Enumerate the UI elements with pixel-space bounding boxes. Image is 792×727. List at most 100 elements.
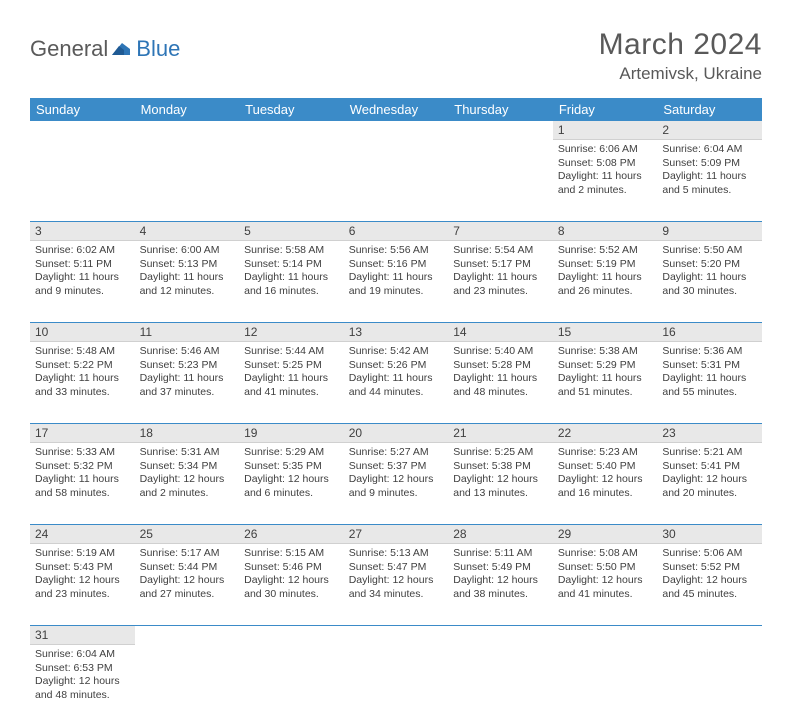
day-content-cell: Sunrise: 5:11 AMSunset: 5:49 PMDaylight:…: [448, 544, 553, 626]
day-number-cell: [448, 121, 553, 140]
sunset-line: Sunset: 5:44 PM: [140, 561, 235, 575]
sunset-line: Sunset: 5:37 PM: [349, 460, 444, 474]
day-content-cell: [657, 645, 762, 727]
sunrise-line: Sunrise: 6:00 AM: [140, 244, 235, 258]
sunset-line: Sunset: 5:50 PM: [558, 561, 653, 575]
day-content-cell: Sunrise: 5:13 AMSunset: 5:47 PMDaylight:…: [344, 544, 449, 626]
day-content-cell: Sunrise: 5:52 AMSunset: 5:19 PMDaylight:…: [553, 241, 658, 323]
content-row: Sunrise: 6:06 AMSunset: 5:08 PMDaylight:…: [30, 140, 762, 222]
day-number-cell: 6: [344, 222, 449, 241]
title-block: March 2024 Artemivsk, Ukraine: [599, 28, 762, 84]
day-number-cell: 5: [239, 222, 344, 241]
day-content-cell: [448, 140, 553, 222]
daylight-line: Daylight: 11 hours and 12 minutes.: [140, 271, 235, 298]
sunrise-line: Sunrise: 5:08 AM: [558, 547, 653, 561]
sunrise-line: Sunrise: 5:46 AM: [140, 345, 235, 359]
logo-text-part2: Blue: [136, 36, 180, 62]
sunrise-line: Sunrise: 5:50 AM: [662, 244, 757, 258]
daylight-line: Daylight: 11 hours and 19 minutes.: [349, 271, 444, 298]
sunrise-line: Sunrise: 5:38 AM: [558, 345, 653, 359]
day-content-cell: Sunrise: 5:36 AMSunset: 5:31 PMDaylight:…: [657, 342, 762, 424]
daylight-line: Daylight: 12 hours and 38 minutes.: [453, 574, 548, 601]
day-content-cell: Sunrise: 5:38 AMSunset: 5:29 PMDaylight:…: [553, 342, 658, 424]
day-number-cell: 4: [135, 222, 240, 241]
day-number-cell: 23: [657, 424, 762, 443]
sunset-line: Sunset: 5:13 PM: [140, 258, 235, 272]
flag-icon: [112, 41, 132, 57]
day-number-cell: 20: [344, 424, 449, 443]
sunset-line: Sunset: 5:40 PM: [558, 460, 653, 474]
day-content-cell: [448, 645, 553, 727]
day-number-cell: 18: [135, 424, 240, 443]
day-number-cell: 17: [30, 424, 135, 443]
day-content-cell: Sunrise: 5:17 AMSunset: 5:44 PMDaylight:…: [135, 544, 240, 626]
day-number-cell: 11: [135, 323, 240, 342]
day-header: Thursday: [448, 98, 553, 121]
day-content-cell: Sunrise: 5:33 AMSunset: 5:32 PMDaylight:…: [30, 443, 135, 525]
sunrise-line: Sunrise: 6:06 AM: [558, 143, 653, 157]
daynum-row: 17181920212223: [30, 424, 762, 443]
day-content-cell: [344, 645, 449, 727]
day-number-cell: [135, 121, 240, 140]
day-content-cell: [135, 645, 240, 727]
sunset-line: Sunset: 5:49 PM: [453, 561, 548, 575]
daylight-line: Daylight: 12 hours and 9 minutes.: [349, 473, 444, 500]
month-title: March 2024: [599, 28, 762, 62]
sunset-line: Sunset: 5:52 PM: [662, 561, 757, 575]
day-number-cell: [30, 121, 135, 140]
daylight-line: Daylight: 11 hours and 23 minutes.: [453, 271, 548, 298]
logo-text-part1: General: [30, 36, 108, 62]
day-content-cell: Sunrise: 5:40 AMSunset: 5:28 PMDaylight:…: [448, 342, 553, 424]
day-content-cell: Sunrise: 5:31 AMSunset: 5:34 PMDaylight:…: [135, 443, 240, 525]
day-content-cell: [239, 140, 344, 222]
day-number-cell: [344, 121, 449, 140]
sunset-line: Sunset: 5:31 PM: [662, 359, 757, 373]
day-content-cell: Sunrise: 5:42 AMSunset: 5:26 PMDaylight:…: [344, 342, 449, 424]
sunrise-line: Sunrise: 5:21 AM: [662, 446, 757, 460]
day-number-cell: [657, 626, 762, 645]
day-content-cell: [135, 140, 240, 222]
daylight-line: Daylight: 11 hours and 16 minutes.: [244, 271, 339, 298]
day-number-cell: 30: [657, 525, 762, 544]
day-content-cell: Sunrise: 6:06 AMSunset: 5:08 PMDaylight:…: [553, 140, 658, 222]
day-number-cell: 8: [553, 222, 658, 241]
calendar-table: Sunday Monday Tuesday Wednesday Thursday…: [30, 98, 762, 727]
day-number-cell: 2: [657, 121, 762, 140]
sunset-line: Sunset: 5:35 PM: [244, 460, 339, 474]
daynum-row: 12: [30, 121, 762, 140]
day-number-cell: 16: [657, 323, 762, 342]
sunset-line: Sunset: 5:11 PM: [35, 258, 130, 272]
sunset-line: Sunset: 5:26 PM: [349, 359, 444, 373]
day-number-cell: 29: [553, 525, 658, 544]
day-number-cell: 21: [448, 424, 553, 443]
daylight-line: Daylight: 12 hours and 23 minutes.: [35, 574, 130, 601]
sunset-line: Sunset: 5:28 PM: [453, 359, 548, 373]
sunset-line: Sunset: 5:14 PM: [244, 258, 339, 272]
day-content-cell: Sunrise: 5:25 AMSunset: 5:38 PMDaylight:…: [448, 443, 553, 525]
daylight-line: Daylight: 11 hours and 51 minutes.: [558, 372, 653, 399]
daynum-row: 24252627282930: [30, 525, 762, 544]
daylight-line: Daylight: 11 hours and 2 minutes.: [558, 170, 653, 197]
sunrise-line: Sunrise: 5:23 AM: [558, 446, 653, 460]
day-content-cell: Sunrise: 6:04 AMSunset: 6:53 PMDaylight:…: [30, 645, 135, 727]
daylight-line: Daylight: 12 hours and 13 minutes.: [453, 473, 548, 500]
day-number-cell: 14: [448, 323, 553, 342]
sunrise-line: Sunrise: 5:11 AM: [453, 547, 548, 561]
day-content-cell: [30, 140, 135, 222]
logo: General Blue: [30, 28, 180, 62]
day-content-cell: Sunrise: 5:19 AMSunset: 5:43 PMDaylight:…: [30, 544, 135, 626]
day-content-cell: Sunrise: 5:27 AMSunset: 5:37 PMDaylight:…: [344, 443, 449, 525]
day-number-cell: [239, 626, 344, 645]
sunset-line: Sunset: 5:22 PM: [35, 359, 130, 373]
day-number-cell: [135, 626, 240, 645]
day-content-cell: [553, 645, 658, 727]
sunrise-line: Sunrise: 5:44 AM: [244, 345, 339, 359]
day-content-cell: Sunrise: 5:15 AMSunset: 5:46 PMDaylight:…: [239, 544, 344, 626]
sunset-line: Sunset: 5:16 PM: [349, 258, 444, 272]
day-number-cell: 22: [553, 424, 658, 443]
day-header: Tuesday: [239, 98, 344, 121]
day-number-cell: [448, 626, 553, 645]
sunset-line: Sunset: 5:17 PM: [453, 258, 548, 272]
day-content-cell: Sunrise: 5:44 AMSunset: 5:25 PMDaylight:…: [239, 342, 344, 424]
sunset-line: Sunset: 5:19 PM: [558, 258, 653, 272]
